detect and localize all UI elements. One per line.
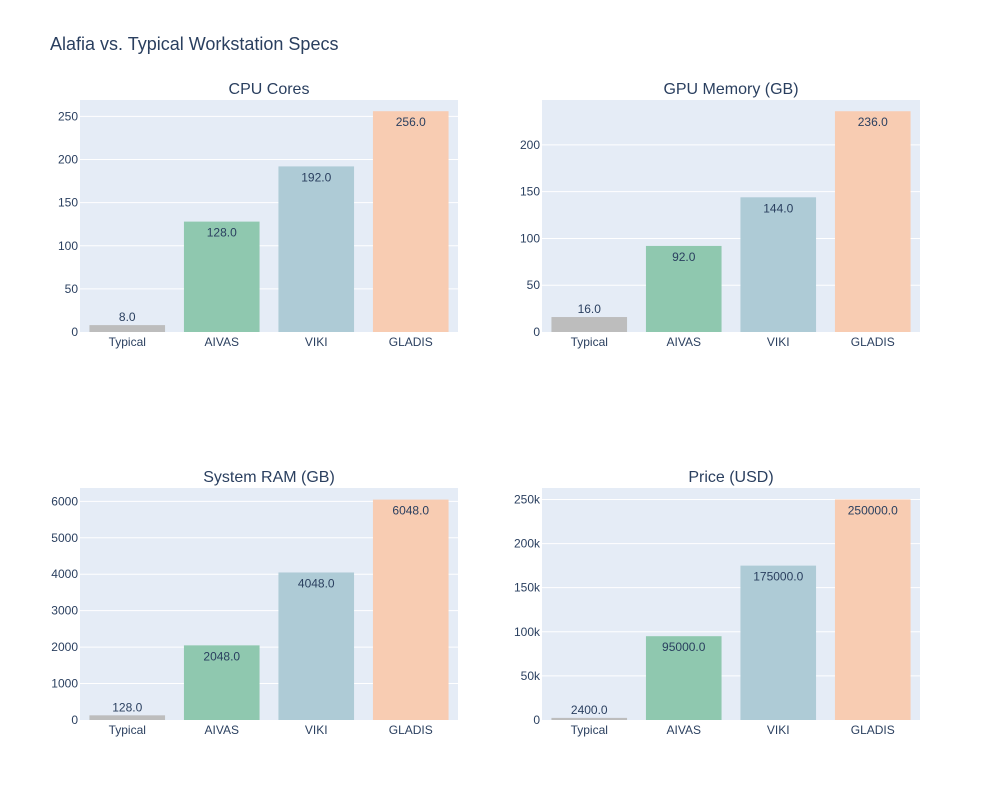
x-tick-label: AIVAS (205, 335, 239, 349)
y-tick-label: 2000 (51, 640, 78, 654)
bar-gladis (372, 111, 449, 332)
bar-viki (278, 572, 355, 720)
subplot-3: 0 1000 2000 3000 4000 5000 6000 System RAM (GB)… (51, 469, 458, 737)
bar-viki (740, 565, 817, 720)
y-tick-label: 200 (58, 153, 78, 167)
x-tick-label: AIVAS (667, 335, 701, 349)
bar-aivas (183, 645, 260, 720)
x-tick-label: Typical (109, 723, 146, 737)
subplot-title: Price (USD) (688, 469, 773, 486)
data-label: 128.0 (207, 226, 237, 240)
bar-typical (89, 715, 166, 720)
y-tick-label: 0 (71, 325, 78, 339)
data-label: 250000.0 (848, 503, 898, 517)
x-tick-label: VIKI (767, 723, 790, 737)
bar-viki (740, 197, 817, 332)
y-tick-label: 0 (71, 713, 78, 727)
chart-main-title: Alafia vs. Typical Workstation Specs (50, 34, 338, 54)
bar-gladis (834, 499, 911, 720)
data-label: 2400.0 (571, 703, 608, 717)
x-tick-label: GLADIS (389, 723, 433, 737)
y-tick-label: 50 (527, 278, 541, 292)
x-tick-label: VIKI (767, 335, 790, 349)
subplot-1: 0 50 100 150 200 250 CPU Cores 8.0 Typical 128.0 A… (58, 81, 458, 349)
y-tick-label: 150 (58, 196, 78, 210)
data-label: 192.0 (301, 170, 331, 184)
y-tick-label: 6000 (51, 494, 78, 508)
x-tick-label: AIVAS (205, 723, 239, 737)
y-tick-label: 200 (520, 138, 540, 152)
data-label: 16.0 (578, 302, 602, 316)
bar-aivas (645, 636, 722, 720)
x-tick-label: Typical (109, 335, 146, 349)
x-tick-label: VIKI (305, 335, 328, 349)
bar-typical (551, 717, 628, 720)
x-tick-label: VIKI (305, 723, 328, 737)
y-tick-label: 100k (514, 625, 541, 639)
y-tick-label: 200k (514, 537, 541, 551)
subplot-title: CPU Cores (229, 81, 310, 98)
x-tick-label: AIVAS (667, 723, 701, 737)
y-tick-label: 4000 (51, 567, 78, 581)
data-label: 236.0 (858, 115, 888, 129)
y-tick-label: 100 (520, 231, 540, 245)
data-label: 175000.0 (753, 570, 803, 584)
data-label: 144.0 (763, 201, 793, 215)
subplot-4: 0 50k 100k 150k 200k 250k Price (USD) 2400.0 Typ… (514, 469, 920, 737)
data-label: 2048.0 (203, 649, 240, 663)
x-tick-label: Typical (571, 335, 608, 349)
data-label: 8.0 (119, 310, 136, 324)
data-label: 256.0 (396, 115, 426, 129)
x-tick-label: GLADIS (851, 723, 895, 737)
x-tick-label: Typical (571, 723, 608, 737)
data-label: 92.0 (672, 250, 696, 264)
subplot-2: 0 50 100 150 200 GPU Memory (GB) 16.0 Typical 92… (520, 81, 920, 349)
data-label: 6048.0 (392, 504, 429, 518)
bar-aivas (183, 221, 260, 332)
y-tick-label: 0 (533, 713, 540, 727)
x-tick-label: GLADIS (851, 335, 895, 349)
y-tick-label: 50 (65, 282, 79, 296)
y-tick-label: 250k (514, 492, 541, 506)
bar-viki (278, 166, 355, 332)
data-label: 4048.0 (298, 576, 335, 590)
y-tick-label: 50k (521, 669, 541, 683)
y-tick-label: 150k (514, 581, 541, 595)
data-label: 128.0 (112, 700, 142, 714)
y-tick-label: 3000 (51, 604, 78, 618)
bar-gladis (834, 111, 911, 333)
data-label: 95000.0 (662, 640, 706, 654)
bar-aivas (645, 245, 722, 332)
y-tick-label: 150 (520, 185, 540, 199)
bar-typical (551, 317, 628, 332)
subplot-title: System RAM (GB) (203, 469, 335, 486)
bar-typical (89, 325, 166, 332)
y-tick-label: 0 (533, 325, 540, 339)
bar-gladis (372, 499, 449, 720)
y-tick-label: 1000 (51, 677, 78, 691)
y-tick-label: 5000 (51, 531, 78, 545)
y-tick-label: 100 (58, 239, 78, 253)
subplot-title: GPU Memory (GB) (663, 81, 798, 98)
y-tick-label: 250 (58, 109, 78, 123)
x-tick-label: GLADIS (389, 335, 433, 349)
